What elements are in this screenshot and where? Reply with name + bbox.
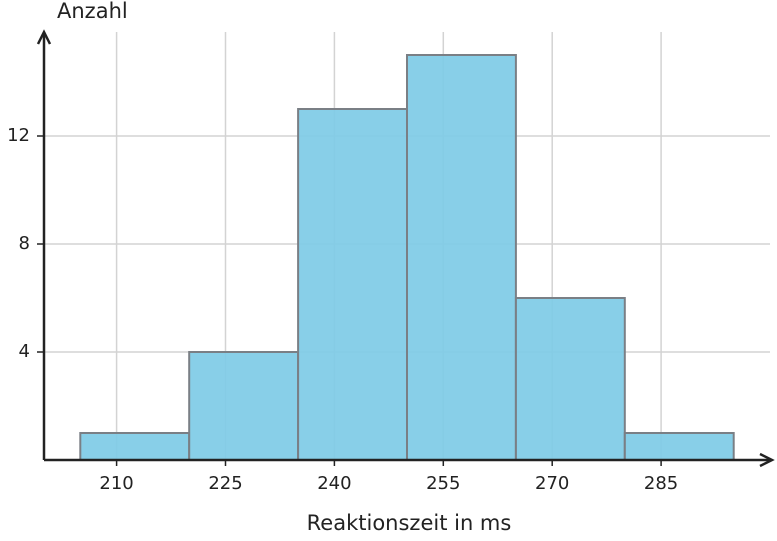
x-tick-label: 210 — [99, 473, 133, 494]
y-tick-label: 8 — [19, 233, 30, 254]
bar — [406, 54, 517, 461]
y-axis-label: Anzahl — [57, 0, 128, 23]
x-tick-label: 225 — [208, 473, 242, 494]
x-axis-arrow — [759, 452, 775, 468]
bar — [188, 351, 300, 461]
bar — [514, 297, 626, 461]
x-tick-label: 270 — [535, 473, 569, 494]
y-tick-label: 12 — [7, 125, 30, 146]
y-tick-label: 4 — [19, 341, 30, 362]
x-tick-label: 285 — [644, 473, 678, 494]
bar — [297, 108, 409, 461]
bar — [623, 432, 735, 461]
x-tick-label: 255 — [426, 473, 460, 494]
y-axis-arrow — [36, 29, 52, 45]
bar — [79, 432, 191, 461]
x-axis-label: Reaktionszeit in ms — [307, 511, 512, 535]
x-tick-label: 240 — [317, 473, 351, 494]
